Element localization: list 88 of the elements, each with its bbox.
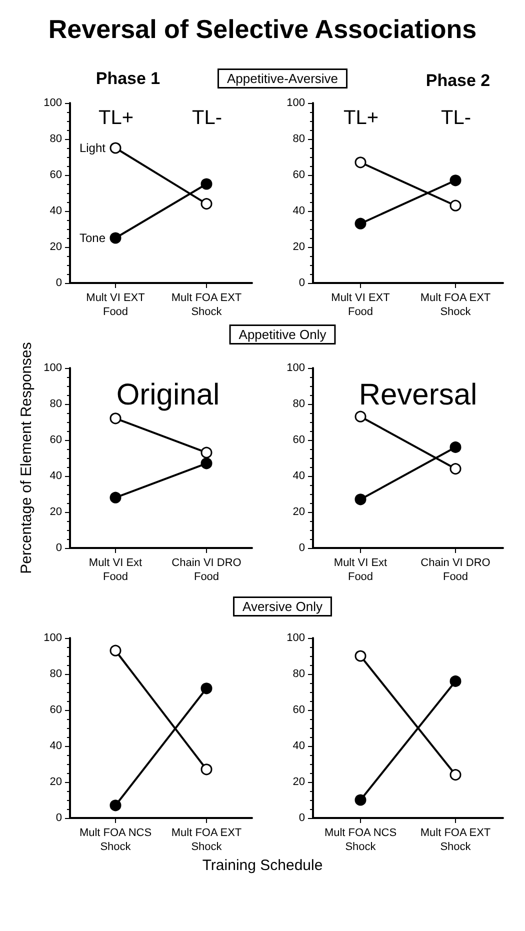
x-tick-label: Mult FOA EXT Shock (420, 292, 491, 318)
point (450, 441, 462, 453)
x-tick-label: Mult VI EXT Food (86, 292, 146, 318)
y-tick-label: 80 (292, 133, 305, 145)
y-tick-label: 80 (50, 668, 62, 680)
x-tick-label: Mult FOA NCS Shock (324, 827, 397, 853)
y-tick-label: 0 (298, 277, 305, 289)
y-tick-label: 0 (56, 812, 62, 824)
point (450, 200, 462, 212)
point (110, 800, 122, 812)
point (200, 198, 212, 210)
annotation: Original (116, 378, 220, 412)
point (450, 675, 462, 687)
y-tick-label: 100 (286, 632, 305, 644)
y-tick-label: 0 (298, 812, 305, 824)
annotation: TL- (192, 107, 222, 129)
x-tick-label: Mult FOA EXT Shock (171, 292, 242, 318)
y-tick-label: 100 (286, 362, 305, 374)
point (354, 156, 366, 168)
point (354, 650, 366, 662)
series-label: Tone (79, 231, 106, 245)
series-label: Light (79, 141, 106, 155)
point (450, 769, 462, 781)
y-axis-title: Percentage of Element Responses (18, 342, 35, 574)
y-tick-label: 0 (56, 542, 62, 554)
x-axis-title: Training Schedule (202, 857, 323, 874)
point (200, 446, 212, 458)
x-tick-label: Mult FOA EXT Shock (171, 827, 242, 853)
y-tick-label: 40 (50, 740, 62, 752)
text: Reversal of Selective Associations (48, 14, 477, 44)
x-tick-label: Mult FOA NCS Shock (79, 827, 152, 853)
y-tick-label: 20 (50, 241, 62, 253)
point (110, 232, 122, 244)
y-tick-label: 40 (292, 740, 305, 752)
point (354, 794, 366, 806)
y-tick-label: 80 (292, 668, 305, 680)
y-tick-label: 100 (44, 362, 62, 374)
y-tick-label: 20 (292, 506, 305, 518)
x-tick-label: Mult FOA EXT Shock (420, 827, 491, 853)
y-tick-label: 20 (292, 776, 305, 788)
point (200, 682, 212, 694)
y-tick-label: 0 (56, 277, 62, 289)
x-tick-label: Chain VI DRO Food (172, 557, 242, 583)
y-tick-label: 100 (44, 97, 62, 109)
y-tick-label: 60 (50, 704, 62, 716)
annotation: Reversal (358, 378, 478, 412)
annotation: TL- (441, 107, 471, 129)
y-tick-label: 80 (50, 133, 62, 145)
y-tick-label: 100 (44, 632, 62, 644)
y-tick-label: 40 (50, 205, 62, 217)
point (200, 178, 212, 190)
point (200, 458, 212, 470)
point (354, 494, 366, 506)
text: Aversive Only (242, 599, 323, 614)
point (450, 174, 462, 186)
point (450, 463, 462, 475)
text: Phase 1 (96, 69, 160, 88)
y-tick-label: 60 (50, 169, 62, 181)
point (110, 492, 122, 504)
y-tick-label: 60 (292, 169, 305, 181)
point (354, 410, 366, 422)
point (110, 412, 122, 424)
point (110, 644, 122, 656)
y-tick-label: 40 (50, 470, 62, 482)
y-tick-label: 60 (292, 434, 305, 446)
text: Phase 2 (426, 71, 490, 90)
point (354, 218, 366, 230)
y-tick-label: 20 (292, 241, 305, 253)
point (200, 764, 212, 776)
y-tick-label: 20 (50, 776, 62, 788)
x-tick-label: Chain VI DRO Food (420, 557, 491, 583)
y-tick-label: 100 (286, 97, 305, 109)
y-tick-label: 60 (292, 704, 305, 716)
text: Appetitive-Aversive (226, 71, 338, 86)
y-tick-label: 80 (50, 398, 62, 410)
y-tick-label: 60 (50, 434, 62, 446)
y-tick-label: 20 (50, 506, 62, 518)
y-tick-label: 80 (292, 398, 305, 410)
y-tick-label: 40 (292, 205, 305, 217)
x-tick-label: Mult VI EXT Food (331, 292, 390, 318)
x-tick-label: Mult VI Ext Food (334, 557, 388, 583)
x-tick-label: Mult VI Ext Food (88, 557, 142, 583)
point (110, 142, 122, 154)
annotation: TL+ (98, 107, 134, 129)
y-tick-label: 40 (292, 470, 305, 482)
annotation: TL+ (343, 107, 379, 129)
y-tick-label: 0 (298, 542, 305, 554)
text: Appetitive Only (238, 327, 327, 342)
